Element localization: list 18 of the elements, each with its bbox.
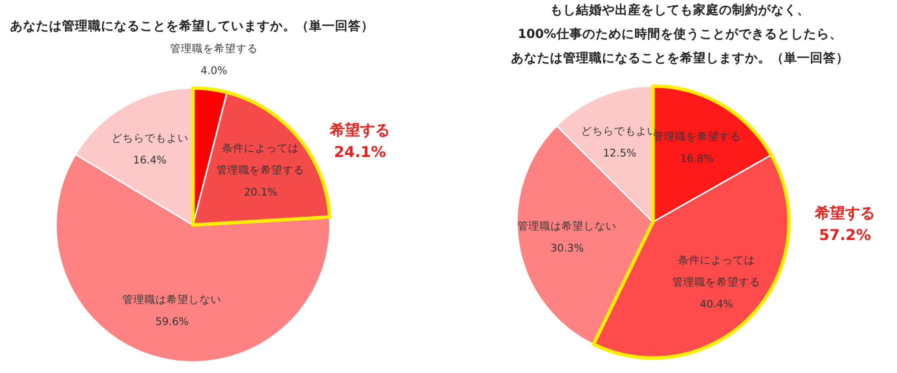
chart-title: あなたは管理職になることを希望していますか。（単一回答）	[10, 18, 374, 33]
data-label: 12.5%	[603, 148, 636, 160]
data-label: 30.3%	[550, 242, 584, 254]
data-label: 16.8%	[680, 152, 714, 165]
slice-label: 管理職を希望する	[170, 42, 258, 56]
text: 希望する 24.1%	[329, 121, 390, 161]
slice-label: 条件によっては管理職を希望する	[216, 142, 305, 176]
data-label: 16.4%	[133, 154, 167, 167]
text: 希望する 57.2%	[814, 204, 875, 244]
data-label: 59.6%	[155, 316, 189, 328]
slice-label: どちらでもよい	[111, 132, 188, 145]
data-label: 40.4%	[700, 298, 734, 311]
data-label: 4.0%	[200, 65, 228, 78]
slice-label: 管理職は希望しない	[122, 293, 222, 306]
slice-label: 条件によっては管理職を希望する	[672, 254, 760, 289]
chart-title: もし結婚や出産をしても家庭の制約がなく、100%仕事のために時間を使うことができるとしたら、あなたは管理職になることを希望しますか。（単一回答）	[511, 2, 849, 65]
slice-label: 管理職は希望しない	[518, 219, 617, 232]
data-label: 20.1%	[244, 186, 278, 198]
